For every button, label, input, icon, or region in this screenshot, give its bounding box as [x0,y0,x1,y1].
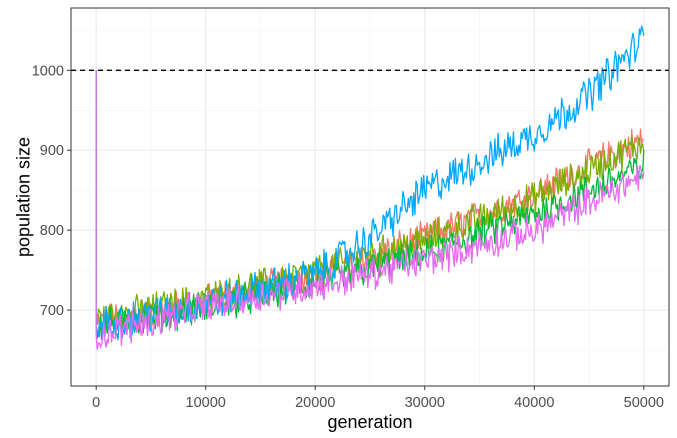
series-line-4 [95,25,645,341]
y-tick-label: 900 [40,143,64,159]
x-tick-label: 10000 [186,395,226,411]
x-tick-label: 0 [92,395,100,411]
y-axis-ticks: 700 800 900 1000 [32,63,71,319]
x-tick-label: 30000 [405,395,445,411]
x-tick-label: 20000 [295,395,335,411]
x-tick-label: 50000 [624,395,664,411]
y-tick-label: 800 [40,223,64,239]
x-axis-title: generation [327,412,412,432]
y-tick-label: 1000 [32,63,64,79]
series-layer [95,25,645,350]
x-tick-label: 40000 [514,395,554,411]
series-line-5 [95,70,645,350]
series-line-3 [95,70,645,341]
x-axis-ticks: 0 10000 20000 30000 40000 50000 [92,386,664,411]
grid-minor [71,8,669,386]
panel-border [70,7,670,387]
y-axis-title: population size [13,137,33,257]
y-tick-label: 700 [40,303,64,319]
